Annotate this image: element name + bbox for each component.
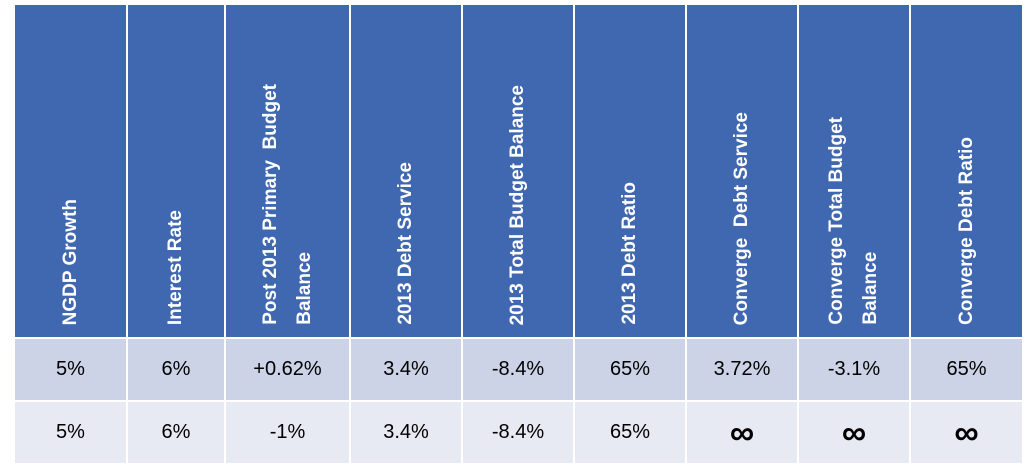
header-converge-debt-service: Converge Debt Service: [685, 5, 799, 338]
debt-scenario-table: NGDP Growth Interest Rate Post 2013 Prim…: [15, 5, 1022, 463]
table-cell: +0.62%: [224, 337, 351, 401]
table-row: 5% 6% -1% 3.4% -8.4% 65% ∞ ∞ ∞: [15, 400, 1022, 463]
header-converge-debt-ratio: Converge Debt Ratio: [909, 5, 1022, 338]
debt-scenario-table-container: NGDP Growth Interest Rate Post 2013 Prim…: [15, 5, 1022, 463]
table-cell: 3.4%: [349, 337, 463, 401]
header-ngdp-growth: NGDP Growth: [15, 5, 128, 338]
infinity-cell: ∞: [685, 400, 799, 463]
table-cell: 3.4%: [349, 400, 463, 463]
table-cell: 65%: [909, 337, 1022, 401]
table-cell: 65%: [573, 337, 687, 401]
table-header-row: NGDP Growth Interest Rate Post 2013 Prim…: [15, 5, 1022, 338]
header-post-2013-primary-budget-balance: Post 2013 Primary Budget Balance: [224, 5, 351, 338]
header-interest-rate: Interest Rate: [126, 5, 226, 338]
table-row: 5% 6% +0.62% 3.4% -8.4% 65% 3.72% -3.1% …: [15, 337, 1022, 401]
header-2013-total-budget-balance: 2013 Total Budget Balance: [461, 5, 575, 338]
table-cell: 6%: [126, 337, 226, 401]
table-cell: 6%: [126, 400, 226, 463]
table-cell: 65%: [573, 400, 687, 463]
table-cell: 3.72%: [685, 337, 799, 401]
header-2013-debt-service: 2013 Debt Service: [349, 5, 463, 338]
table-cell: -8.4%: [461, 337, 575, 401]
table-cell: -3.1%: [797, 337, 911, 401]
header-converge-total-budget-balance: Converge Total Budget Balance: [797, 5, 911, 338]
infinity-cell: ∞: [909, 400, 1022, 463]
table-cell: -1%: [224, 400, 351, 463]
table-cell: -8.4%: [461, 400, 575, 463]
table-cell: 5%: [15, 337, 128, 401]
header-2013-debt-ratio: 2013 Debt Ratio: [573, 5, 687, 338]
table-cell: 5%: [15, 400, 128, 463]
infinity-cell: ∞: [797, 400, 911, 463]
